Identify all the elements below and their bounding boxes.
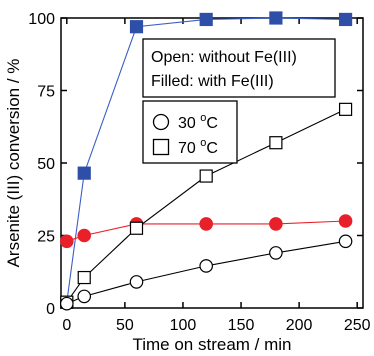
- x-axis-label: Time on stream / min: [132, 335, 291, 354]
- x-tick-label: 200: [286, 317, 313, 334]
- legend-circle-marker: [152, 113, 170, 131]
- series-3-point: [60, 296, 74, 311]
- annotation-frame: [142, 38, 336, 98]
- series-1-point: [60, 234, 74, 249]
- y-tick-label: 25: [37, 229, 55, 246]
- legend-entry: 30 oC: [152, 112, 218, 132]
- y-tick-label: 0: [46, 301, 55, 318]
- series-1-point: [338, 214, 353, 228]
- y-tick-label: 100: [28, 11, 55, 28]
- legend-square-marker: [152, 138, 170, 156]
- series-0-point: [269, 11, 283, 25]
- series-2-point: [199, 169, 213, 183]
- x-tick-label: 50: [116, 317, 134, 334]
- series-3-point: [269, 246, 283, 260]
- series-0-line: [66, 17, 346, 303]
- series-0-point: [77, 166, 91, 180]
- y-tick-label: 75: [37, 84, 55, 101]
- x-tick-label: 100: [170, 317, 197, 334]
- series-1-point: [199, 217, 213, 231]
- legend-entry: 70 oC: [152, 137, 218, 157]
- annotation-line-2: Filled: with Fe(III): [151, 73, 274, 90]
- series-markers: [60, 11, 353, 311]
- legend-label: 70 oC: [178, 137, 218, 157]
- series-2-point: [269, 136, 283, 150]
- series: [60, 11, 353, 311]
- series-2-point: [129, 221, 144, 235]
- y-tick-label: 50: [37, 156, 55, 173]
- legend: 30 oC 70 oC: [142, 100, 238, 164]
- series-3-point: [77, 289, 92, 304]
- series-3-point: [338, 234, 353, 249]
- series-2-point: [77, 270, 91, 285]
- series-0-point: [199, 12, 213, 27]
- series-3-point: [129, 275, 144, 289]
- annotation-line-1: Open: without Fe(III): [151, 49, 297, 66]
- x-tick-label: 150: [228, 317, 255, 334]
- series-2-point: [338, 102, 353, 116]
- series-0-point: [338, 12, 353, 27]
- annotation-box: Open: without Fe(III) Filled: with Fe(II…: [142, 38, 336, 98]
- y-axis-label: Arsenite (III) conversion / %: [4, 59, 23, 268]
- series-1-point: [77, 228, 92, 243]
- legend-label: 30 oC: [178, 112, 218, 132]
- series-0-point: [129, 20, 144, 34]
- x-tick-label: 0: [62, 317, 71, 334]
- series-3-point: [199, 259, 213, 273]
- series-1-point: [269, 217, 283, 231]
- x-tick-label: 250: [344, 317, 371, 334]
